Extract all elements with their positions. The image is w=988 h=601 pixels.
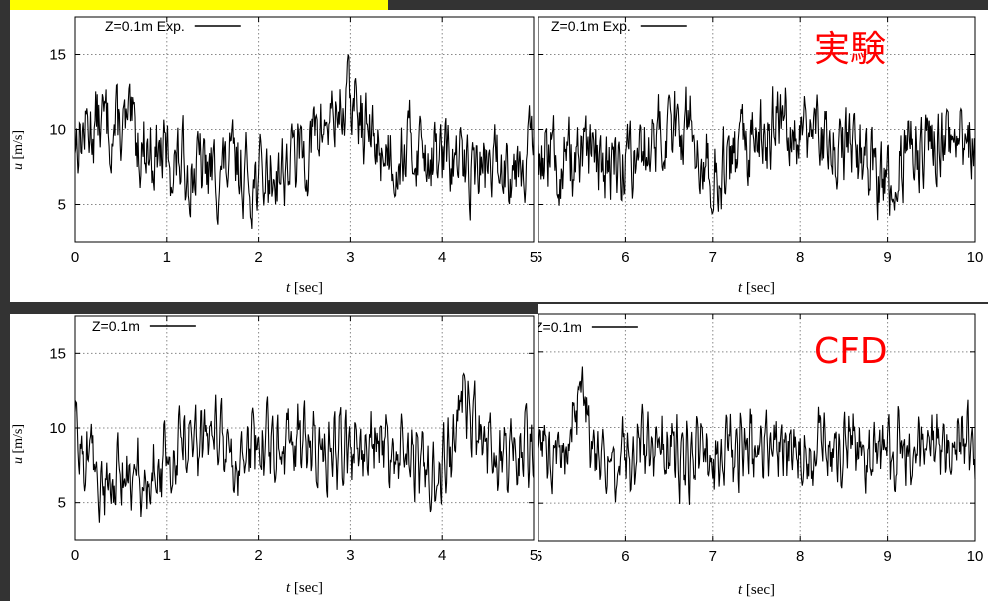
legend-label: Z=0.1m [92, 318, 140, 334]
legend-label: Z=0.1m Exp. [551, 18, 631, 34]
x-axis-label: t [sec] [286, 580, 323, 596]
y-axis-label: u [m/s] [11, 424, 26, 464]
x-tick-label: 2 [254, 249, 262, 266]
x-tick-label: 0 [71, 547, 79, 564]
y-tick-label: 5 [58, 197, 66, 214]
series-line [538, 366, 976, 505]
x-tick-label: 6 [621, 249, 629, 266]
plot-panel-cfd-5-10: 5 6 7 8 9 10 t [sec] Z=0.1m [538, 304, 988, 601]
x-axis-label: t [sec] [286, 280, 323, 296]
annotation-experiment: 実験 [814, 29, 887, 70]
y-tick-label: 15 [49, 345, 66, 362]
x-tick-label: 0 [71, 249, 79, 266]
plot-panel-exp-5-10: 5 6 7 8 9 10 t [sec] Z=0.1m Exp. [538, 10, 988, 302]
x-tick-label: 10 [967, 548, 984, 565]
chart-svg: 0 1 2 3 4 5 5 10 15 t [sec] u [m/s] Z=0.1m [11, 315, 538, 596]
x-tick-label: 1 [163, 547, 171, 564]
annotation-cfd: CFD [814, 331, 888, 372]
series-line [74, 372, 535, 523]
x-tick-label: 5 [530, 249, 538, 266]
x-tick-label: 3 [346, 249, 354, 266]
x-tick-label: 5 [538, 548, 542, 565]
chart-svg: 0 1 2 3 4 5 5 10 15 t [sec] u [m/s] Z=0.1m Exp. [11, 16, 538, 296]
x-tick-label: 4 [438, 547, 446, 564]
plot-panel-exp-0-5: 0 1 2 3 4 5 5 10 15 t [sec] u [m/s] Z=0.1m Exp. [10, 10, 538, 302]
legend-label: Z=0.1m [538, 319, 582, 335]
plot-panel-cfd-0-5: 0 1 2 3 4 5 5 10 15 t [sec] u [m/s] Z=0.1m [10, 314, 538, 601]
x-tick-label: 7 [709, 249, 717, 266]
y-tick-label: 15 [49, 47, 66, 64]
x-tick-label: 10 [967, 249, 984, 266]
x-tick-label: 8 [796, 548, 804, 565]
legend-label: Z=0.1m Exp. [105, 18, 185, 34]
x-tick-label: 8 [796, 249, 804, 266]
series-line [538, 86, 976, 221]
x-axis-label: t [sec] [738, 280, 775, 296]
x-tick-label: 6 [621, 548, 629, 565]
series-line [74, 54, 535, 229]
chart-svg: 5 6 7 8 9 10 t [sec] Z=0.1m Exp. [538, 16, 984, 296]
x-tick-label: 3 [346, 547, 354, 564]
x-tick-label: 2 [254, 547, 262, 564]
plot-frame [538, 313, 976, 542]
x-axis-label: t [sec] [738, 582, 775, 598]
y-tick-label: 5 [58, 495, 66, 512]
y-axis-label: u [m/s] [11, 130, 26, 170]
x-tick-label: 5 [530, 547, 538, 564]
x-tick-label: 4 [438, 249, 446, 266]
y-tick-label: 10 [49, 420, 66, 437]
x-tick-label: 9 [883, 548, 891, 565]
y-tick-label: 10 [49, 122, 66, 139]
x-tick-label: 1 [163, 249, 171, 266]
x-tick-label: 5 [538, 249, 542, 266]
x-tick-label: 7 [709, 548, 717, 565]
highlight-bar [10, 0, 388, 10]
chart-svg: 5 6 7 8 9 10 t [sec] Z=0.1m [538, 313, 984, 598]
x-tick-label: 9 [883, 249, 891, 266]
